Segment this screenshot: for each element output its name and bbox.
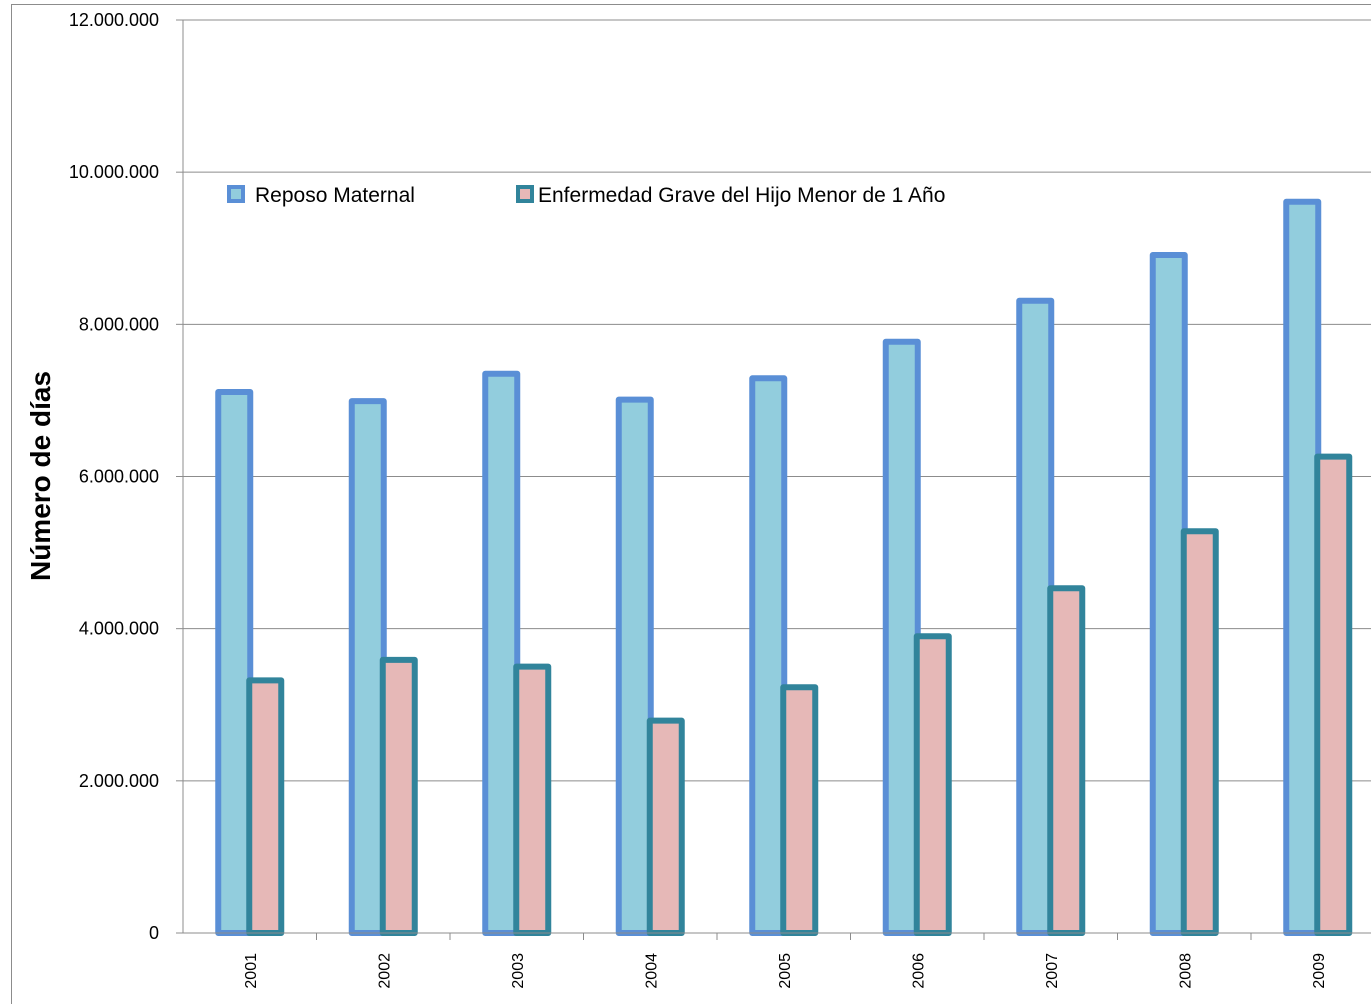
y-tick-label: 4.000.000 <box>79 619 159 639</box>
y-tick-label: 2.000.000 <box>79 771 159 791</box>
bars <box>215 198 1353 937</box>
bar-reposo-maternal <box>615 396 654 936</box>
legend-swatch-reposo-maternal <box>227 185 245 203</box>
bar-reposo-maternal <box>1149 252 1188 937</box>
legend-swatch-enfermedad-grave <box>516 185 534 203</box>
y-tick-label: 6.000.000 <box>79 467 159 487</box>
bar-reposo-maternal <box>348 398 387 936</box>
x-axis-ticks: 2001 2002 2003 2004 2005 2006 2007 2008 2009 <box>243 933 1328 989</box>
bar-enfermedad-grave <box>780 684 819 937</box>
bar-enfermedad-grave <box>646 717 685 936</box>
x-tick-label: 2008 <box>1177 953 1194 989</box>
bar-reposo-maternal <box>1016 297 1055 936</box>
x-tick-label: 2001 <box>243 953 260 989</box>
bar-reposo-maternal <box>882 338 921 936</box>
chart-frame <box>11 4 1371 1004</box>
bar-reposo-maternal <box>482 370 521 937</box>
x-tick-label: 2009 <box>1311 953 1328 989</box>
bar-enfermedad-grave <box>246 677 285 936</box>
x-tick-label: 2005 <box>777 953 794 989</box>
y-tick-label: 10.000.000 <box>69 162 159 182</box>
legend: Reposo Maternal Enfermedad Grave del Hij… <box>227 184 945 207</box>
y-tick-label: 12.000.000 <box>69 10 159 30</box>
y-axis-ticks: 0 2.000.000 4.000.000 6.000.000 8.000.000 10.… <box>69 10 183 943</box>
x-tick-label: 2002 <box>376 953 393 989</box>
y-tick-label: 8.000.000 <box>79 314 159 334</box>
x-tick-label: 2007 <box>1044 953 1061 989</box>
x-tick-label: 2004 <box>643 953 660 989</box>
legend-label-reposo-maternal: Reposo Maternal <box>255 184 415 207</box>
bar-enfermedad-grave <box>1047 585 1086 937</box>
y-axis-title: Número de días <box>25 371 56 581</box>
bar-enfermedad-grave <box>1314 453 1353 936</box>
y-tick-label: 0 <box>149 923 159 943</box>
x-tick-label: 2003 <box>510 953 527 989</box>
bar-enfermedad-grave <box>913 633 952 937</box>
bar-enfermedad-grave <box>379 656 418 936</box>
bar-reposo-maternal <box>749 375 788 937</box>
x-tick-label: 2006 <box>910 953 927 989</box>
bar-enfermedad-grave <box>1180 528 1219 937</box>
legend-label-enfermedad-grave: Enfermedad Grave del Hijo Menor de 1 Año <box>538 184 945 207</box>
bar-reposo-maternal <box>1283 198 1322 936</box>
bar-reposo-maternal <box>215 389 254 937</box>
bar-enfermedad-grave <box>513 663 552 936</box>
